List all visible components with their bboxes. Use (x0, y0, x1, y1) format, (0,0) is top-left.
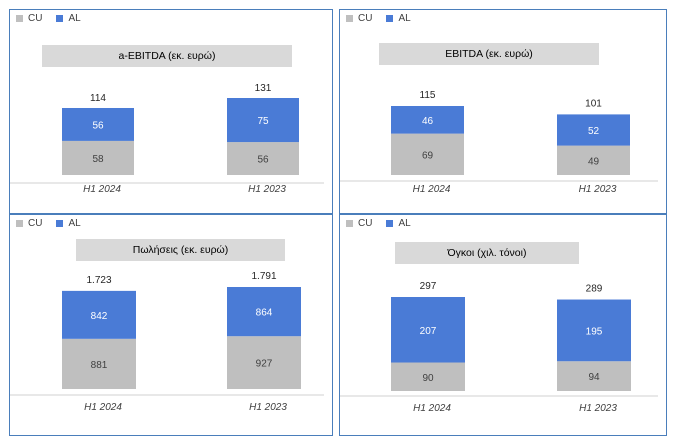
category-label-0: H1 2024 (413, 184, 451, 195)
panel-a-ebitda: CU AL a-EBITDA (εκ. ευρώ) 58 56 114 H1 2024… (9, 9, 333, 214)
legend-al-label: AL (68, 218, 81, 229)
label-al-1: 75 (257, 116, 269, 127)
label-cu-0: 69 (422, 150, 434, 161)
legend: CU AL (346, 218, 425, 229)
bar-cu-1 (557, 145, 630, 175)
label-total-1: 101 (585, 98, 602, 109)
chart-volumes: 90 207 297 H1 2024 94 195 289 H1 2023 (340, 281, 658, 414)
category-label-1: H1 2023 (248, 184, 286, 195)
chart-title: EBITDA (εκ. ευρώ) (379, 43, 599, 65)
legend-cu-label: CU (358, 13, 373, 24)
label-al-0: 56 (92, 120, 104, 131)
legend-cu-swatch (16, 15, 23, 22)
category-label-0: H1 2024 (83, 184, 121, 195)
label-cu-1: 56 (257, 155, 269, 166)
bar-cu-0 (391, 362, 465, 391)
label-cu-0: 90 (422, 373, 434, 384)
bar-al-0 (391, 106, 464, 134)
category-label-0: H1 2024 (413, 403, 451, 414)
bar-cu-0 (62, 338, 136, 389)
bar-al-0 (62, 107, 134, 141)
label-al-1: 195 (586, 326, 603, 337)
label-total-0: 114 (90, 93, 106, 104)
chart-title: a-EBITDA (εκ. ευρώ) (42, 45, 292, 67)
label-total-0: 115 (420, 90, 436, 101)
label-cu-0: 881 (91, 360, 108, 371)
bar-cu-1 (227, 142, 299, 175)
label-total-0: 297 (420, 281, 437, 292)
chart-ebitda: 69 46 115 H1 2024 49 52 101 H1 2023 (340, 90, 658, 195)
category-label-1: H1 2023 (579, 403, 617, 414)
bar-cu-1 (557, 361, 631, 391)
label-al-0: 46 (422, 116, 434, 127)
label-cu-0: 58 (92, 154, 104, 165)
chart-title: Όγκοι (χιλ. τόνοι) (395, 242, 579, 264)
label-al-1: 52 (588, 126, 600, 137)
bar-al-0 (62, 290, 136, 339)
legend-cu-label: CU (28, 218, 43, 229)
panel-sales: CU AL Πωλήσεις (εκ. ευρώ) 881 842 1.723 H1 … (9, 214, 333, 436)
chart-a-ebitda: 58 56 114 H1 2024 56 75 131 H1 2023 (10, 83, 324, 195)
bar-al-1 (557, 114, 630, 146)
legend-al-swatch (56, 15, 64, 22)
legend: CU AL (16, 13, 95, 24)
bar-al-1 (227, 287, 301, 337)
category-label-1: H1 2023 (249, 402, 287, 413)
label-al-1: 864 (256, 308, 273, 319)
label-total-1: 131 (255, 83, 272, 94)
panel-volumes: CU AL Όγκοι (χιλ. τόνοι) 90 207 297 H1 2024… (339, 214, 667, 436)
legend-cu-label: CU (28, 13, 43, 24)
label-al-0: 207 (420, 326, 437, 337)
legend-al-swatch (386, 15, 394, 22)
panel-ebitda: CU AL EBITDA (εκ. ευρώ) 69 46 115 H1 2024 49… (339, 9, 667, 214)
legend-al-swatch (56, 220, 64, 227)
chart-title: Πωλήσεις (εκ. ευρώ) (76, 239, 285, 261)
label-al-0: 842 (91, 311, 108, 322)
bar-al-1 (227, 98, 299, 143)
legend-cu-swatch (16, 220, 23, 227)
bar-cu-0 (62, 140, 134, 175)
legend-cu-label: CU (358, 218, 373, 229)
legend-cu-swatch (346, 220, 353, 227)
label-cu-1: 927 (256, 359, 273, 370)
legend: CU AL (16, 218, 95, 229)
legend-al-label: AL (398, 218, 411, 229)
legend: CU AL (346, 13, 425, 24)
bar-al-1 (557, 299, 631, 362)
label-cu-1: 49 (588, 156, 600, 167)
category-label-1: H1 2023 (579, 184, 617, 195)
legend-al-swatch (386, 220, 394, 227)
legend-al-label: AL (68, 13, 81, 24)
legend-al-label: AL (398, 13, 411, 24)
chart-sales: 881 842 1.723 H1 2024 927 864 1.791 H1 2023 (10, 271, 324, 413)
bar-cu-1 (227, 336, 301, 389)
category-label-0: H1 2024 (84, 402, 122, 413)
label-total-1: 1.791 (251, 271, 276, 282)
label-total-0: 1.723 (86, 275, 111, 286)
legend-cu-swatch (346, 15, 353, 22)
label-total-1: 289 (586, 284, 603, 295)
label-cu-1: 94 (588, 372, 600, 383)
bar-cu-0 (391, 133, 464, 175)
bar-al-0 (391, 297, 465, 363)
